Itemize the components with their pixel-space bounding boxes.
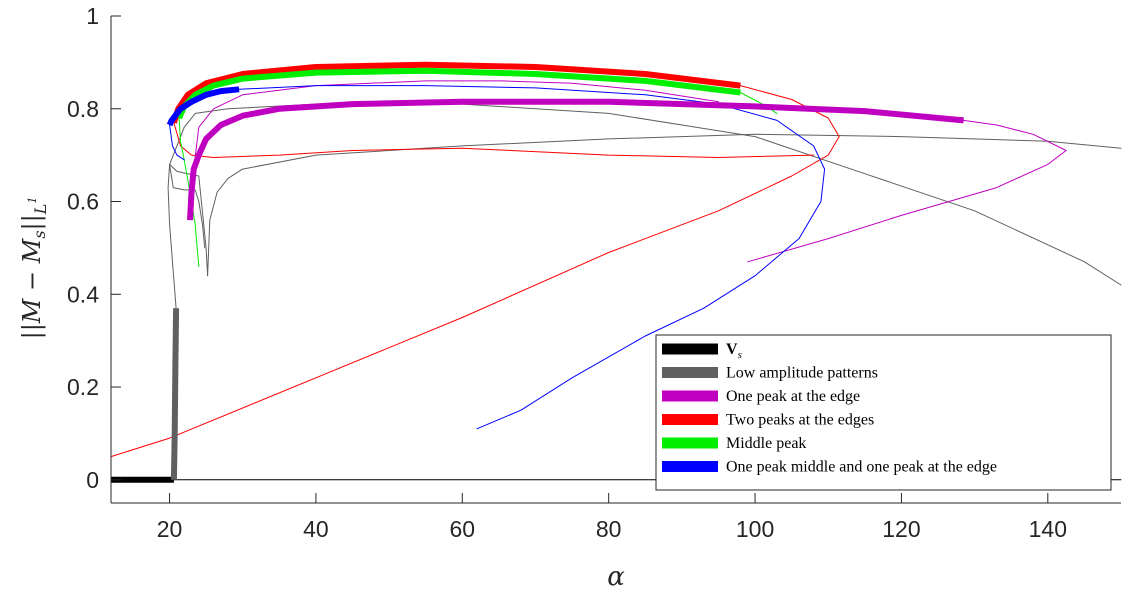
y-tick-label: 0.4 xyxy=(67,281,99,307)
x-tick-label: 40 xyxy=(303,516,329,542)
series-line-one-peak-at-the-edge-7 xyxy=(187,98,964,221)
series-line-low-amplitude-patterns-6 xyxy=(169,163,206,249)
legend-label-two-peaks-at-the-edges: Two peaks at the edges xyxy=(726,412,874,429)
series-line-one-peak-middle-and-one-peak-at-the-edge-17 xyxy=(166,86,240,127)
legend-label-one-peak-middle-and-one-peak-at-the-edge: One peak middle and one peak at the edge xyxy=(726,459,997,476)
series-line-low-amplitude-patterns-5 xyxy=(207,133,1122,277)
series-line-one-peak-at-the-edge-9 xyxy=(193,80,504,170)
legend-label-middle-peak: Middle peak xyxy=(726,435,806,452)
ylabel-bars-open: || xyxy=(18,323,47,339)
ylabel-norm-sub: L xyxy=(31,204,50,216)
legend-label-low-amplitude-patterns: Low amplitude patterns xyxy=(726,365,878,382)
ticks: 20 40 60 80 100 120 140 0 0.2 0.4 0.6 0.8 1 xyxy=(67,3,1067,542)
x-tick-label: 100 xyxy=(736,516,774,542)
y-tick-label: 1 xyxy=(86,3,99,29)
series-line-middle-peak-15 xyxy=(739,92,778,114)
ylabel-minus: − xyxy=(18,263,46,298)
x-tick-label: 140 xyxy=(1029,516,1067,542)
plot-series xyxy=(110,61,1122,483)
x-tick-label: 80 xyxy=(596,516,622,542)
ylabel-ms-sub: s xyxy=(30,230,49,238)
legend-box xyxy=(655,334,1112,491)
y-tick-label: 0 xyxy=(86,467,99,493)
legend-label-one-peak-at-the-edge: One peak at the edge xyxy=(726,388,860,405)
series-line-two-peaks-at-the-edges-12 xyxy=(110,85,840,458)
ylabel-m: M xyxy=(18,297,46,324)
y-axis-label: ||M − Ms||L1 xyxy=(18,197,50,340)
series-line-low-amplitude-patterns-3 xyxy=(167,103,1122,309)
ylabel-ms: M xyxy=(18,237,46,264)
y-tick-label: 0.2 xyxy=(67,374,99,400)
svg-text:||M − Ms||L1: ||M − Ms||L1 xyxy=(18,197,50,340)
y-tick-label: 0.6 xyxy=(67,189,99,215)
ylabel-bars-close: || xyxy=(18,214,47,230)
x-axis-label: α xyxy=(607,562,625,592)
series-line-two-peaks-at-the-edges-11 xyxy=(171,61,741,124)
series-line-one-peak-at-the-edge-10 xyxy=(502,80,719,103)
x-tick-label: 120 xyxy=(882,516,920,542)
ylabel-norm-sup: 1 xyxy=(26,197,39,204)
series-line-middle-peak-16 xyxy=(178,117,200,267)
series-line-two-peaks-at-the-edges-13 xyxy=(173,122,815,158)
x-tick-label: 60 xyxy=(450,516,476,542)
series-line-one-peak-at-the-edge-8 xyxy=(747,119,1067,263)
axes xyxy=(110,16,1121,504)
series-line-low-amplitude-patterns-2 xyxy=(170,308,180,480)
series-line-one-peak-middle-and-one-peak-at-the-edge-18 xyxy=(238,85,826,430)
x-tick-label: 20 xyxy=(157,516,183,542)
series-line-one-peak-middle-and-one-peak-at-the-edge-19 xyxy=(169,124,185,161)
y-tick-label: 0.8 xyxy=(67,96,99,122)
